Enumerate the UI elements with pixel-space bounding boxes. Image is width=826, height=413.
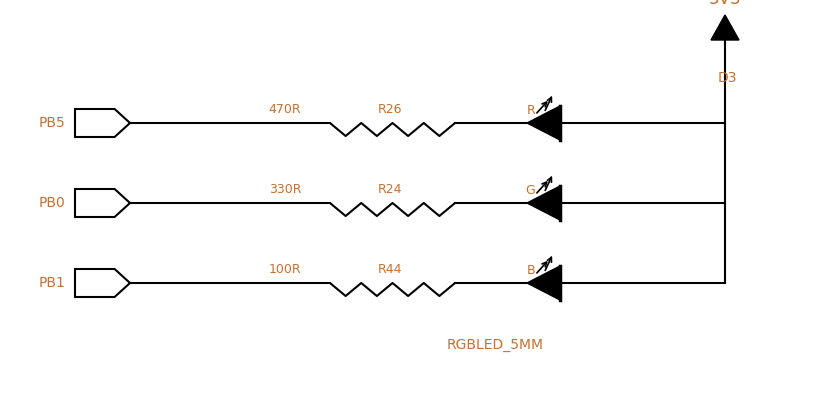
Text: 330R: 330R <box>268 183 301 196</box>
Polygon shape <box>527 266 560 300</box>
Text: PB5: PB5 <box>38 116 65 130</box>
Polygon shape <box>527 106 560 140</box>
Polygon shape <box>527 186 560 220</box>
Text: PB1: PB1 <box>38 276 65 290</box>
Text: 3V3: 3V3 <box>709 0 741 8</box>
Text: R: R <box>526 104 535 117</box>
Text: R24: R24 <box>377 183 402 196</box>
Text: R26: R26 <box>377 103 402 116</box>
Text: PB0: PB0 <box>38 196 65 210</box>
Text: G: G <box>525 184 535 197</box>
Text: 100R: 100R <box>268 263 301 276</box>
Text: 470R: 470R <box>268 103 301 116</box>
Text: RGBLED_5MM: RGBLED_5MM <box>447 338 544 352</box>
Polygon shape <box>711 15 739 40</box>
Text: D3: D3 <box>718 71 738 85</box>
Text: B: B <box>526 264 535 277</box>
Text: R44: R44 <box>377 263 402 276</box>
